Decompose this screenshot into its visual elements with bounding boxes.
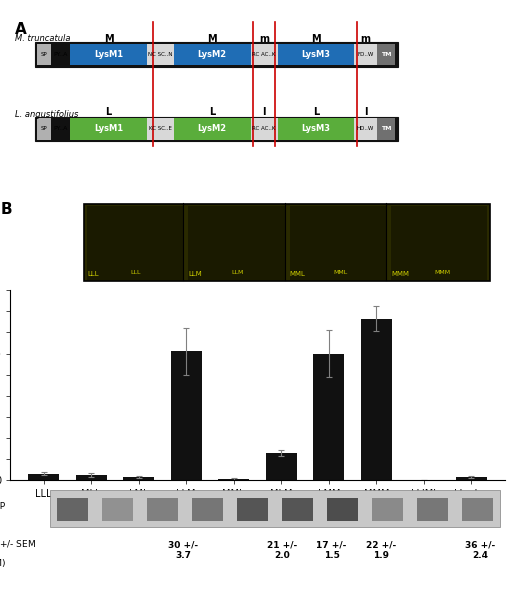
Text: L: L: [105, 107, 112, 117]
Text: 22 +/-
1.9: 22 +/- 1.9: [366, 541, 396, 560]
Bar: [461, 498, 493, 521]
Bar: [101, 498, 133, 521]
Text: A: A: [15, 22, 27, 37]
Bar: [171, 352, 202, 480]
Text: MMM: MMM: [391, 271, 409, 277]
Text: L. angustifolius: L. angustifolius: [15, 110, 79, 119]
Text: NC SC..N: NC SC..N: [148, 52, 173, 57]
Bar: [282, 498, 313, 521]
Text: LLL: LLL: [130, 269, 141, 275]
Text: LysM1: LysM1: [94, 50, 123, 59]
Bar: [147, 498, 178, 521]
Bar: [70, 44, 147, 65]
Bar: [174, 118, 251, 139]
Text: PY..A: PY..A: [54, 52, 68, 57]
Text: LLM: LLM: [232, 269, 244, 275]
Text: L: L: [209, 107, 215, 117]
Text: B: B: [1, 202, 12, 217]
Bar: [278, 118, 354, 139]
Text: SP: SP: [41, 52, 48, 57]
Bar: [35, 117, 398, 141]
Text: LysM3: LysM3: [302, 125, 331, 134]
Bar: [38, 44, 52, 65]
Bar: [188, 206, 285, 280]
Text: PY..A: PY..A: [54, 126, 68, 131]
FancyBboxPatch shape: [84, 204, 490, 281]
Bar: [354, 118, 376, 139]
Bar: [87, 206, 183, 280]
Text: TM: TM: [381, 126, 391, 131]
Bar: [174, 44, 251, 65]
Text: (nM): (nM): [0, 559, 6, 569]
Text: MMM: MMM: [434, 269, 451, 275]
Bar: [76, 475, 107, 480]
Text: MML: MML: [333, 269, 347, 275]
Bar: [391, 206, 487, 280]
Bar: [35, 42, 398, 67]
Text: I: I: [263, 107, 266, 117]
Text: HD..W: HD..W: [357, 126, 374, 131]
Bar: [278, 44, 354, 65]
Bar: [266, 453, 297, 480]
Text: RC AC..K: RC AC..K: [252, 126, 276, 131]
Bar: [376, 44, 396, 65]
Bar: [361, 319, 392, 480]
Text: LysM3: LysM3: [302, 50, 331, 59]
Bar: [354, 44, 376, 65]
Bar: [123, 477, 154, 480]
Bar: [70, 118, 147, 139]
Text: KC SC..E: KC SC..E: [149, 126, 172, 131]
Text: 30 +/-
3.7: 30 +/- 3.7: [168, 541, 198, 560]
Text: LLM: LLM: [188, 271, 202, 277]
Bar: [192, 498, 223, 521]
Text: LysM1: LysM1: [94, 125, 123, 134]
Bar: [371, 498, 403, 521]
Text: m: m: [360, 34, 370, 44]
Bar: [327, 498, 358, 521]
Text: L: L: [313, 107, 319, 117]
Text: 21 +/-
2.0: 21 +/- 2.0: [267, 541, 297, 560]
Bar: [376, 118, 396, 139]
Text: I: I: [364, 107, 367, 117]
Text: 17 +/-
1.5: 17 +/- 1.5: [317, 541, 347, 560]
Bar: [57, 498, 88, 521]
Text: MML: MML: [289, 271, 305, 277]
Text: $K_d$ +/- SEM: $K_d$ +/- SEM: [0, 538, 36, 551]
Bar: [251, 44, 278, 65]
Text: RC AC..K: RC AC..K: [252, 52, 276, 57]
Bar: [218, 479, 249, 480]
Text: LysM2: LysM2: [198, 50, 227, 59]
Text: M: M: [104, 34, 113, 44]
Bar: [28, 474, 59, 480]
Bar: [147, 44, 174, 65]
Bar: [251, 118, 278, 139]
Text: SP: SP: [41, 126, 48, 131]
Text: LLL: LLL: [87, 271, 98, 277]
Bar: [38, 118, 52, 139]
Bar: [289, 206, 386, 280]
Bar: [417, 498, 448, 521]
Text: FD..W: FD..W: [357, 52, 374, 57]
Text: M: M: [311, 34, 321, 44]
Bar: [456, 477, 487, 480]
Bar: [236, 498, 268, 521]
Bar: [50, 491, 500, 527]
Text: LysM2: LysM2: [198, 125, 227, 134]
Text: 36 +/-
2.4: 36 +/- 2.4: [465, 541, 495, 560]
Bar: [313, 353, 344, 480]
Text: M. truncatula: M. truncatula: [15, 34, 71, 43]
Bar: [147, 118, 174, 139]
Text: m: m: [259, 34, 269, 44]
Text: M: M: [208, 34, 217, 44]
Text: TM: TM: [381, 52, 391, 57]
Text: α-GFP: α-GFP: [0, 502, 5, 511]
